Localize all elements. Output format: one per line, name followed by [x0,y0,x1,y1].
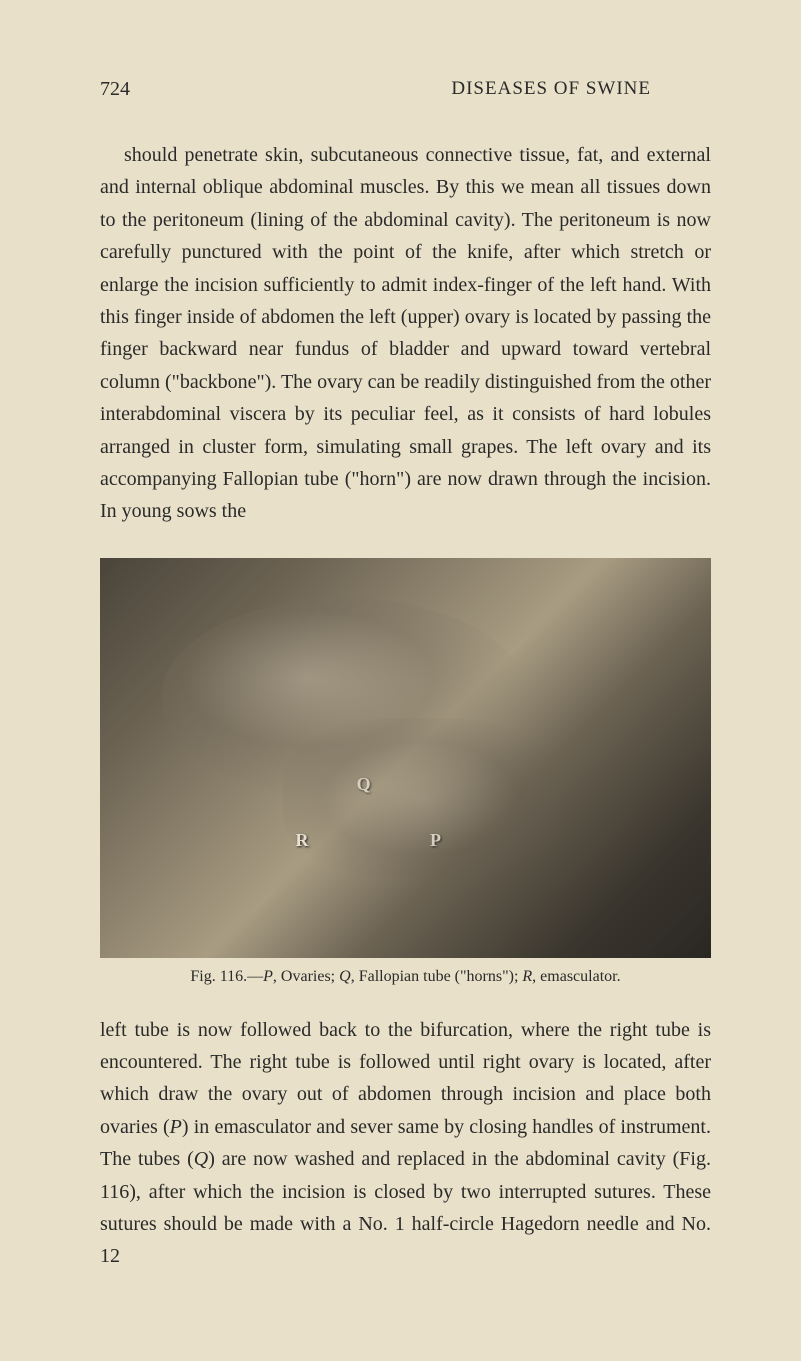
figure-116: Q R P Fig. 116.—P, Ovaries; Q, Fallopian… [100,558,711,986]
caption-label-p: P [263,968,273,985]
para2-p-ref: P [170,1116,182,1138]
caption-r-desc: , emasculator. [532,968,620,985]
paragraph-1: should penetrate skin, subcutaneous conn… [100,139,711,528]
figure-caption: Fig. 116.—P, Ovaries; Q, Fallopian tube … [100,968,711,986]
caption-label-r: R [522,968,532,985]
caption-prefix: Fig. 116.— [190,968,263,985]
figure-image: Q R P [100,558,711,958]
page-header: 724 DISEASES OF SWINE [100,78,711,101]
chapter-title: DISEASES OF SWINE [451,78,651,101]
caption-label-q: Q [339,968,351,985]
caption-p-desc: , Ovaries; [273,968,339,985]
figure-label-r: R [296,830,309,851]
figure-label-p: P [430,830,441,851]
caption-q-desc: , Fallopian tube ("horns"); [351,968,523,985]
page-number: 724 [100,78,130,101]
para2-q-ref: Q [194,1148,208,1170]
figure-label-q: Q [357,774,372,795]
paragraph-2: left tube is now followed back to the bi… [100,1014,711,1273]
